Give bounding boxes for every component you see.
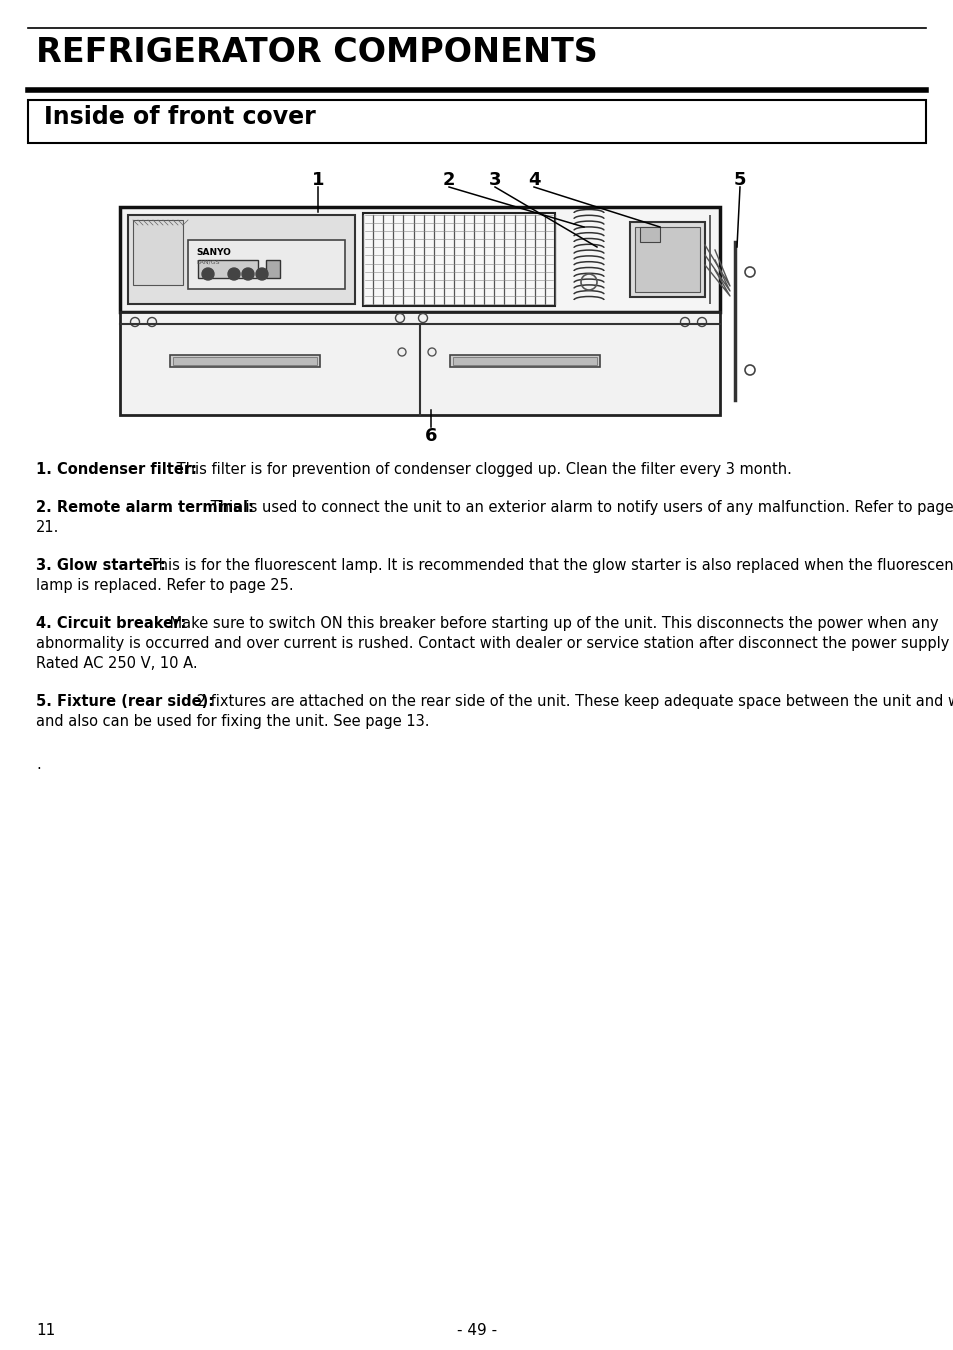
- Text: 6: 6: [424, 427, 436, 446]
- Text: 21.: 21.: [36, 520, 59, 535]
- Text: 2: 2: [442, 171, 455, 189]
- Text: 5: 5: [733, 171, 745, 189]
- Text: This is used to connect the unit to an exterior alarm to notify users of any mal: This is used to connect the unit to an e…: [206, 500, 953, 514]
- Circle shape: [202, 269, 213, 279]
- Bar: [266, 261, 280, 278]
- Text: 1. Condenser filter:: 1. Condenser filter:: [36, 462, 196, 477]
- Text: .: .: [36, 757, 41, 772]
- Bar: [453, 356, 597, 365]
- Text: 5. Fixture (rear side):: 5. Fixture (rear side):: [36, 694, 213, 709]
- Bar: [128, 215, 355, 304]
- Text: 1: 1: [312, 171, 324, 189]
- Text: 4: 4: [527, 171, 539, 189]
- Text: 11: 11: [36, 1323, 55, 1338]
- Text: 3. Glow starter:: 3. Glow starter:: [36, 558, 166, 572]
- Text: - 49 -: - 49 -: [456, 1323, 497, 1338]
- Circle shape: [242, 269, 253, 279]
- Text: Inside of front cover: Inside of front cover: [44, 105, 315, 130]
- Bar: [170, 355, 319, 367]
- Bar: [629, 221, 704, 297]
- Text: LAN/GS: LAN/GS: [195, 261, 219, 265]
- Text: lamp is replaced. Refer to page 25.: lamp is replaced. Refer to page 25.: [36, 578, 294, 593]
- Text: Make sure to switch ON this breaker before starting up of the unit. This disconn: Make sure to switch ON this breaker befo…: [165, 616, 938, 630]
- Circle shape: [228, 269, 240, 279]
- Text: 2. Remote alarm terminal:: 2. Remote alarm terminal:: [36, 500, 253, 514]
- Text: Rated AC 250 V, 10 A.: Rated AC 250 V, 10 A.: [36, 656, 197, 671]
- Bar: [120, 207, 720, 312]
- Bar: [450, 355, 599, 367]
- Bar: [120, 207, 720, 312]
- Text: abnormality is occurred and over current is rushed. Contact with dealer or servi: abnormality is occurred and over current…: [36, 636, 953, 651]
- Text: REFRIGERATOR COMPONENTS: REFRIGERATOR COMPONENTS: [36, 36, 598, 69]
- Bar: [172, 356, 316, 365]
- Bar: [198, 261, 257, 278]
- Bar: [635, 227, 700, 292]
- Text: This filter is for prevention of condenser clogged up. Clean the filter every 3 : This filter is for prevention of condens…: [172, 462, 791, 477]
- Text: This is for the fluorescent lamp. It is recommended that the glow starter is als: This is for the fluorescent lamp. It is …: [145, 558, 953, 572]
- Bar: [120, 312, 720, 414]
- Bar: [132, 220, 183, 285]
- Text: SANYO: SANYO: [195, 248, 231, 256]
- Text: 4. Circuit breaker:: 4. Circuit breaker:: [36, 616, 186, 630]
- Bar: [639, 227, 659, 242]
- Circle shape: [255, 269, 268, 279]
- Text: and also can be used for fixing the unit. See page 13.: and also can be used for fixing the unit…: [36, 714, 429, 729]
- Text: 2 fixtures are attached on the rear side of the unit. These keep adequate space : 2 fixtures are attached on the rear side…: [193, 694, 953, 709]
- Bar: [28, 100, 925, 143]
- Text: 3: 3: [488, 171, 500, 189]
- Bar: [363, 213, 555, 306]
- Bar: [188, 240, 345, 289]
